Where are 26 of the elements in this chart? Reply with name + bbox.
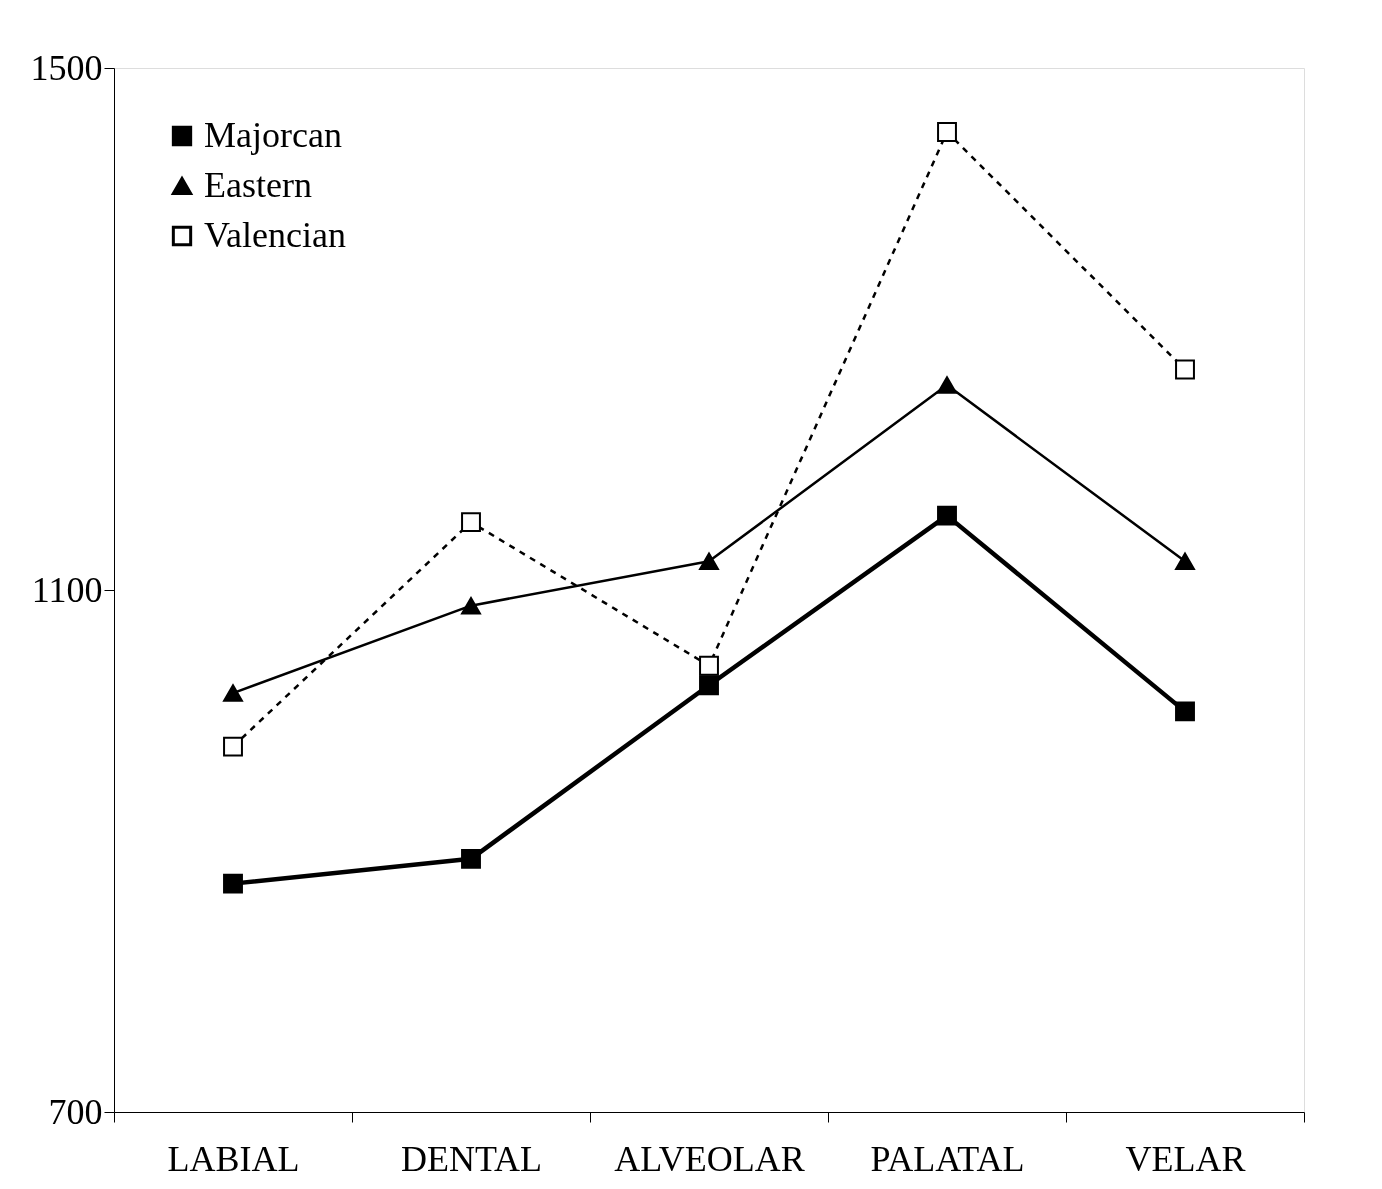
y-tick-label: 700: [48, 1091, 103, 1132]
y-tick-label: 1500: [30, 47, 103, 88]
point: [699, 655, 719, 676]
legend-label: Majorcan: [204, 115, 342, 155]
x-tick-label: VELAR: [1125, 1138, 1246, 1179]
legend-label: Eastern: [204, 165, 312, 205]
point: [1175, 359, 1195, 380]
point: [223, 873, 243, 894]
point: [223, 684, 243, 702]
x-tick-label: DENTAL: [400, 1138, 543, 1179]
legend-label: Valencian: [204, 215, 346, 255]
point: [699, 675, 719, 696]
point: [937, 376, 957, 394]
x-tick-label: LABIAL: [167, 1138, 300, 1179]
x-tick-label: PALATAL: [870, 1138, 1025, 1179]
point: [461, 848, 481, 869]
point: [223, 736, 243, 757]
point: [937, 122, 957, 142]
y-tick-label: 1100: [31, 569, 103, 610]
point: [1175, 552, 1195, 571]
point: [461, 512, 481, 533]
point: [1175, 701, 1195, 722]
point: [699, 552, 719, 571]
x-tick-label: ALVEOLAR: [614, 1138, 805, 1179]
point: [937, 505, 957, 526]
point: [461, 596, 481, 615]
